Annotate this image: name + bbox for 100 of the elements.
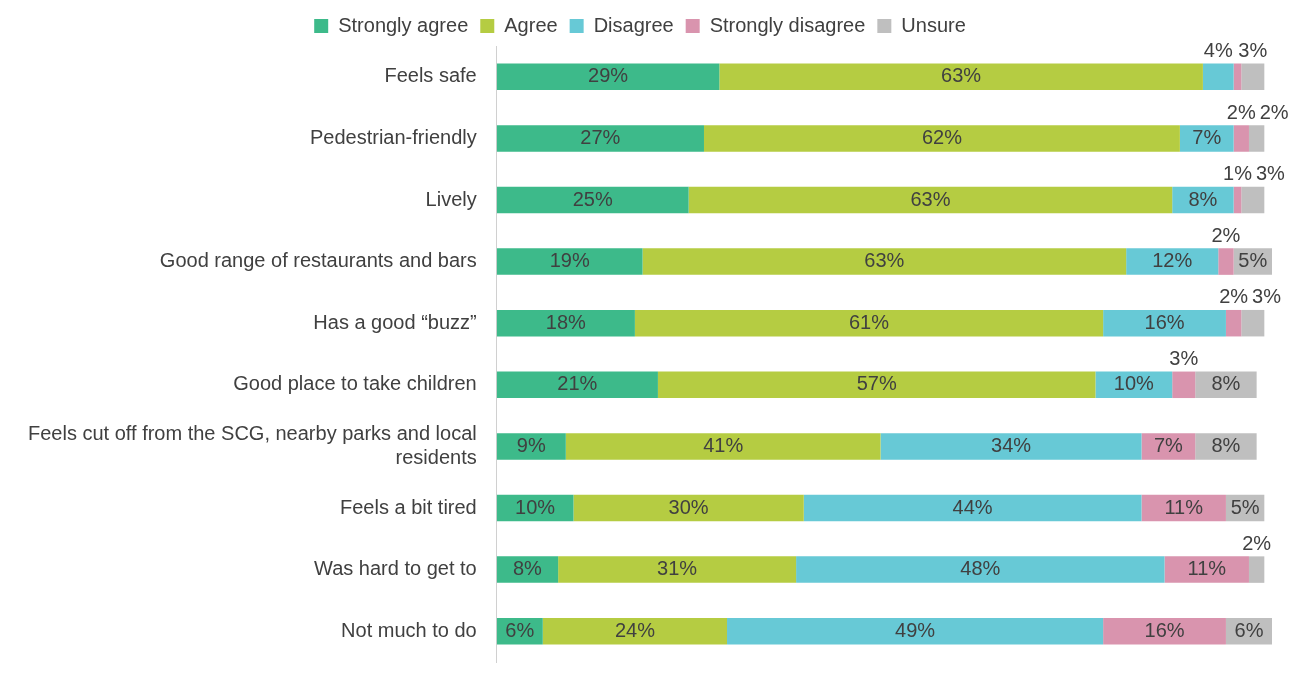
data-label: 57% (856, 372, 897, 395)
data-label: 18% (545, 310, 587, 333)
data-label: 3% (1255, 162, 1286, 185)
bar (542, 617, 728, 645)
bar (657, 371, 1096, 399)
data-label: 10% (515, 495, 556, 518)
bar (1248, 125, 1265, 152)
bar (565, 433, 881, 460)
data-label: 4% (1203, 39, 1233, 62)
data-label: 12% (1152, 249, 1193, 272)
bar (1233, 63, 1242, 91)
data-label: 29% (588, 64, 629, 87)
data-label: 63% (941, 64, 982, 87)
bar (1225, 309, 1242, 337)
y-tick-label: Was hard to get to (314, 557, 477, 580)
data-label: 48% (960, 557, 1001, 580)
data-label: 5% (1230, 495, 1260, 518)
y-tick-label: Pedestrian-friendly (309, 125, 477, 148)
data-label: 2% (1211, 223, 1241, 246)
bar (496, 63, 720, 91)
legend-label: Unsure (901, 13, 966, 36)
legend-label: Strongly agree (338, 13, 469, 36)
data-label: 2% (1259, 100, 1289, 123)
data-label: 8% (1211, 433, 1241, 456)
bar (1233, 186, 1242, 214)
bar (1241, 309, 1265, 337)
bar (796, 556, 1165, 583)
data-label: 61% (849, 310, 890, 333)
data-label: 3% (1238, 39, 1268, 62)
bar (803, 494, 1142, 522)
data-label: 16% (1144, 618, 1185, 641)
data-label: 34% (991, 433, 1032, 456)
bar (1126, 248, 1219, 275)
bar (703, 125, 1180, 152)
data-label: 49% (895, 618, 936, 641)
data-label: 7% (1192, 125, 1222, 148)
data-label: 2% (1226, 100, 1256, 123)
legend-label: Agree (504, 13, 558, 36)
data-label: 1% (1223, 162, 1253, 185)
bar (1164, 556, 1249, 583)
bar (1103, 617, 1226, 645)
data-label: 44% (952, 495, 993, 518)
y-tick-label: Not much to do (341, 618, 477, 641)
legend-label: Disagree (593, 13, 674, 36)
bar (642, 248, 1127, 275)
y-tick-label: Has a good “buzz” (313, 310, 477, 333)
data-label: 7% (1153, 433, 1184, 456)
data-label: 25% (572, 187, 613, 210)
bar (496, 186, 689, 214)
bar (558, 556, 797, 583)
y-tick-label: Feels cut off from the SCG, nearby parks and local residents (28, 421, 477, 468)
data-label: 2% (1219, 285, 1249, 308)
data-label: 2% (1242, 531, 1272, 554)
data-label: 41% (703, 433, 744, 456)
data-label: 8% (1211, 372, 1241, 395)
bar (573, 494, 804, 522)
bar (634, 309, 1104, 337)
data-label: 21% (557, 372, 598, 395)
y-tick-label: Good range of restaurants and bars (159, 249, 477, 272)
bar (496, 125, 704, 152)
data-label: 62% (921, 125, 963, 148)
data-label: 24% (614, 618, 656, 641)
data-label: 3% (1169, 347, 1199, 370)
data-label: 27% (580, 125, 621, 148)
legend-label: Strongly disagree (709, 13, 866, 36)
bar (496, 309, 635, 337)
bar (1241, 186, 1265, 214)
data-label: 6% (505, 618, 535, 641)
bar (727, 617, 1104, 645)
data-label: 63% (864, 249, 905, 272)
data-label: 31% (657, 557, 698, 580)
data-label: 8% (1188, 187, 1218, 210)
data-label: 8% (512, 557, 543, 580)
data-label: 19% (549, 249, 590, 272)
bar (688, 186, 1173, 214)
data-label: 16% (1144, 310, 1185, 333)
bar (496, 248, 643, 275)
data-label: 9% (516, 433, 546, 456)
bar (1218, 248, 1234, 275)
bar (1233, 125, 1249, 152)
bar (1241, 63, 1265, 91)
data-label: 5% (1238, 249, 1268, 272)
bar (719, 63, 1203, 91)
data-label: 11% (1187, 557, 1227, 580)
y-tick-label: Feels a bit tired (340, 495, 477, 518)
bar (496, 371, 658, 399)
data-label: 63% (910, 187, 951, 210)
data-label: 30% (668, 495, 709, 518)
bar (1172, 371, 1196, 399)
data-label: 11% (1164, 495, 1204, 518)
data-label: 3% (1252, 285, 1282, 308)
bar (880, 433, 1142, 460)
y-tick-label: Good place to take children (233, 372, 477, 395)
y-tick-label: Lively (425, 187, 477, 210)
bar (1202, 63, 1234, 91)
data-label: 6% (1234, 618, 1264, 641)
y-tick-label: Feels safe (384, 64, 477, 87)
data-label: 10% (1113, 372, 1155, 395)
bar (1248, 556, 1265, 583)
bar (1103, 309, 1226, 337)
